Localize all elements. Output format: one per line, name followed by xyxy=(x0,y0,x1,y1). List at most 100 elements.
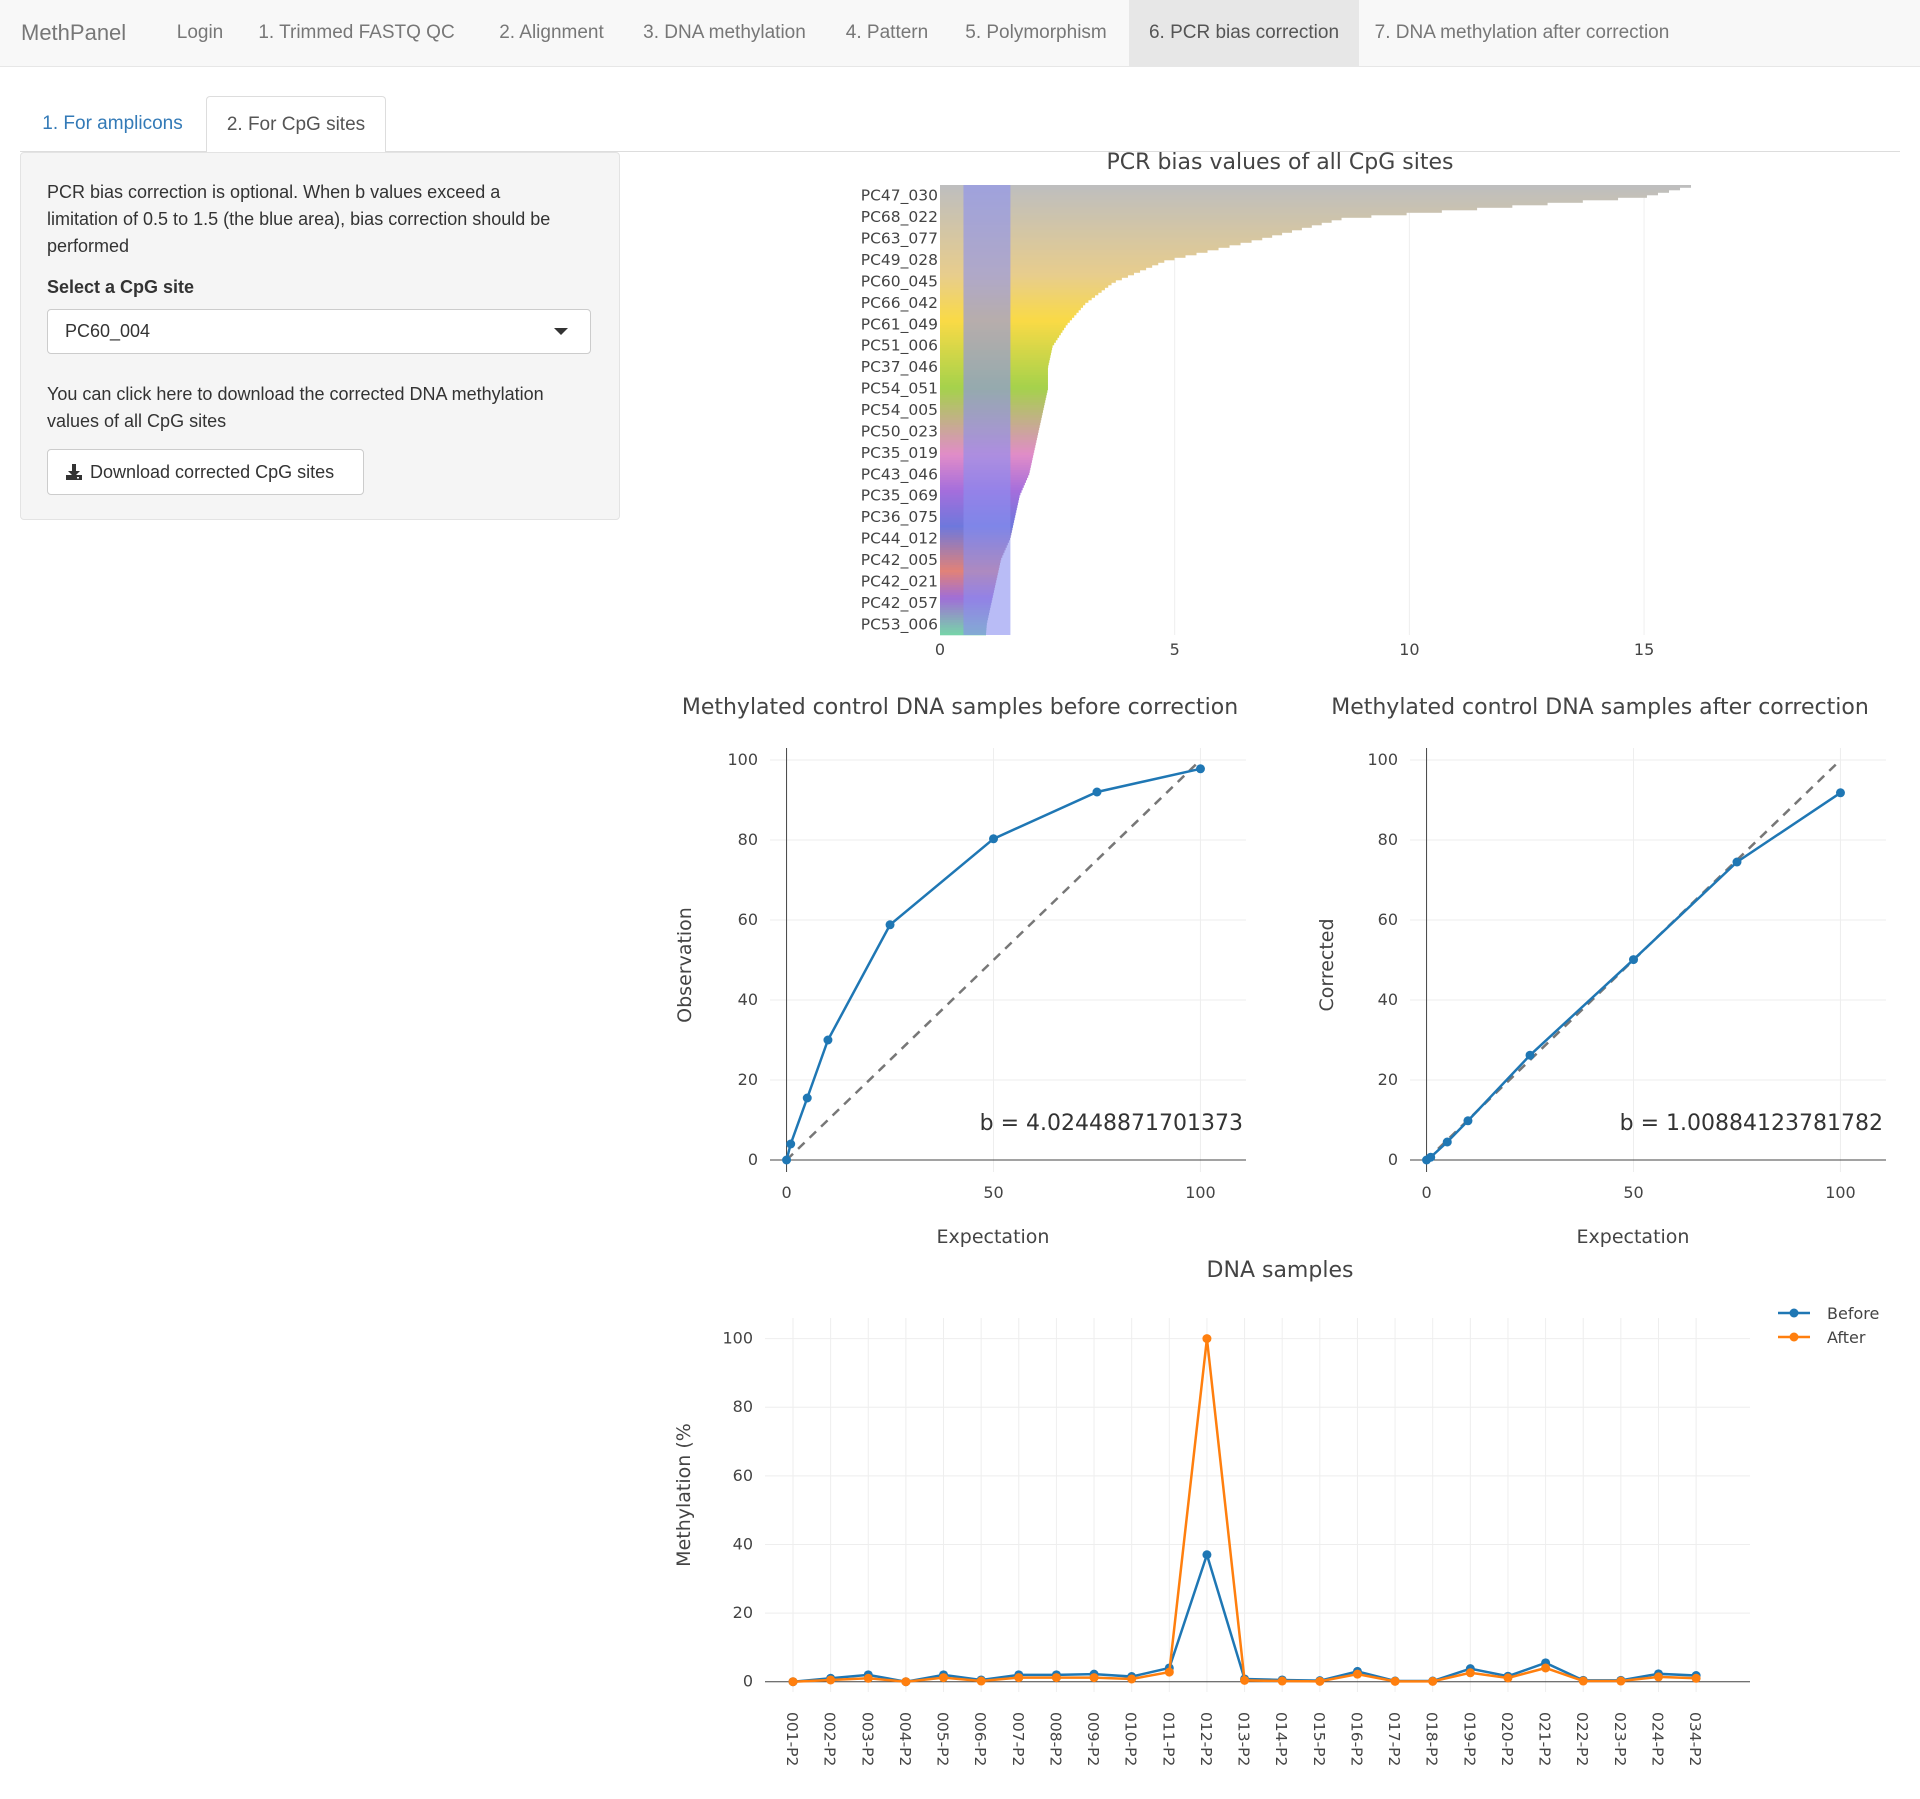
bias-category-label: PC37_046 xyxy=(861,358,938,377)
bias-bar xyxy=(940,257,1175,261)
bias-bar xyxy=(940,302,1086,306)
x-tick-label: 023-P2 xyxy=(1611,1712,1629,1766)
bias-x-tick-label: 10 xyxy=(1399,640,1419,659)
bias-bar xyxy=(940,265,1153,268)
data-point-after xyxy=(1653,1672,1663,1682)
bias-category-label: PC61_049 xyxy=(861,315,938,334)
bias-bar xyxy=(940,197,1619,201)
y-tick-label: 80 xyxy=(1378,830,1398,849)
data-point-after xyxy=(1240,1675,1250,1685)
bias-category-label: PC63_077 xyxy=(861,230,938,249)
y-tick-label: 20 xyxy=(738,1070,758,1089)
bias-bar xyxy=(940,187,1681,191)
bias-bar xyxy=(940,245,1230,248)
data-point xyxy=(1092,787,1102,797)
bias-bar xyxy=(940,235,1273,238)
x-tick-label: 0 xyxy=(1421,1183,1431,1202)
after-chart-annotation: b = 1.00884123781782 xyxy=(1620,1111,1883,1136)
before-chart-ylabel: Observation xyxy=(674,907,696,1023)
nav-dna-methylation[interactable]: 3. DNA methylation xyxy=(643,22,806,43)
y-tick-label: 40 xyxy=(733,1534,753,1553)
x-tick-label: 005-P2 xyxy=(934,1712,952,1766)
nav-alignment[interactable]: 2. Alignment xyxy=(499,22,604,43)
bias-bar xyxy=(940,305,1084,308)
y-tick-label: 40 xyxy=(1378,990,1398,1009)
nav-login[interactable]: Login xyxy=(176,22,224,43)
download-icon xyxy=(66,464,82,480)
bias-bar xyxy=(940,250,1208,253)
x-tick-label: 50 xyxy=(1623,1183,1643,1202)
bias-bar xyxy=(940,625,987,628)
data-point-after xyxy=(1616,1676,1626,1686)
samples-chart-ylabel: Methylation (% xyxy=(673,1423,695,1567)
y-tick-label: 20 xyxy=(733,1603,753,1622)
bias-category-label: PC60_045 xyxy=(861,272,938,291)
x-tick-label: 008-P2 xyxy=(1046,1712,1064,1766)
legend-label-before: Before xyxy=(1827,1304,1879,1323)
after-correction-chart: Methylated control DNA samples after cor… xyxy=(1316,695,1886,1248)
samples-chart-title: DNA samples xyxy=(1207,1258,1354,1283)
select-cpg-label: Select a CpG site xyxy=(47,277,195,297)
download-corrected-button[interactable]: Download corrected CpG sites xyxy=(47,449,364,495)
y-tick-label: 0 xyxy=(1388,1150,1398,1169)
data-point-after xyxy=(1051,1673,1061,1683)
data-point xyxy=(782,1155,792,1165)
data-point-after xyxy=(939,1673,949,1683)
bias-threshold-band xyxy=(963,185,1011,635)
legend-marker-after xyxy=(1789,1332,1799,1342)
nav-trimmed-fastq-qc[interactable]: 1. Trimmed FASTQ QC xyxy=(258,22,455,43)
x-tick-label: 016-P2 xyxy=(1347,1712,1365,1766)
bias-category-label: PC54_005 xyxy=(861,401,938,420)
data-point xyxy=(1732,857,1742,867)
data-point xyxy=(1629,955,1639,965)
x-tick-label: 002-P2 xyxy=(821,1712,839,1766)
data-point xyxy=(1835,788,1845,798)
data-point-after xyxy=(1465,1668,1475,1678)
bias-category-label: PC54_051 xyxy=(861,380,938,399)
data-point xyxy=(786,1139,796,1149)
nav-dna-methylation-after-correction[interactable]: 7. DNA methylation after correction xyxy=(1374,22,1670,43)
bias-bar xyxy=(940,227,1302,231)
nav-pattern[interactable]: 4. Pattern xyxy=(845,22,929,43)
data-point xyxy=(802,1093,812,1103)
y-tick-label: 60 xyxy=(733,1466,753,1485)
bias-bar xyxy=(940,185,1692,188)
data-point xyxy=(1195,764,1205,774)
x-tick-label: 022-P2 xyxy=(1573,1712,1591,1766)
data-point-after xyxy=(1691,1673,1701,1683)
bias-bar xyxy=(940,255,1186,258)
legend-label-after: After xyxy=(1827,1328,1866,1347)
cpg-site-select-value: PC60_004 xyxy=(65,321,151,341)
data-point-after xyxy=(1164,1667,1174,1677)
data-point-after xyxy=(1503,1673,1513,1683)
tab-for-cpg-sites[interactable]: 2. For CpG sites xyxy=(206,96,386,153)
bias-bar xyxy=(940,195,1647,198)
bias-bar xyxy=(940,270,1141,273)
bias-category-label: PC49_028 xyxy=(861,251,938,270)
intro-text-line-3: performed xyxy=(47,236,130,256)
bias-bar xyxy=(940,277,1122,281)
bias-category-label: PC35_069 xyxy=(861,487,938,506)
x-tick-label: 001-P2 xyxy=(783,1712,801,1766)
legend-marker-before xyxy=(1789,1308,1799,1318)
bias-bar xyxy=(940,267,1147,271)
bias-category-label: PC53_006 xyxy=(861,615,938,634)
bias-category-label: PC68_022 xyxy=(861,208,938,227)
app-brand[interactable]: MethPanel xyxy=(21,20,127,45)
bias-bar xyxy=(940,225,1312,228)
bias-bar xyxy=(940,240,1252,243)
cpg-site-select[interactable]: PC60_004 xyxy=(47,309,591,354)
y-tick-label: 100 xyxy=(1367,750,1398,769)
data-point-after xyxy=(1428,1676,1438,1686)
bias-bar xyxy=(940,247,1219,251)
x-tick-label: 014-P2 xyxy=(1272,1712,1290,1766)
x-tick-label: 013-P2 xyxy=(1235,1712,1253,1766)
bias-bar xyxy=(940,190,1669,193)
nav-pcr-bias-correction[interactable]: 6. PCR bias correction xyxy=(1129,0,1359,66)
nav-polymorphism[interactable]: 5. Polymorphism xyxy=(965,22,1107,43)
tab-for-amplicons[interactable]: 1. For amplicons xyxy=(42,113,183,134)
data-point-after xyxy=(1089,1673,1099,1683)
bias-bar xyxy=(940,212,1407,216)
bias-category-label: PC50_023 xyxy=(861,422,938,441)
x-tick-label: 015-P2 xyxy=(1310,1712,1328,1766)
